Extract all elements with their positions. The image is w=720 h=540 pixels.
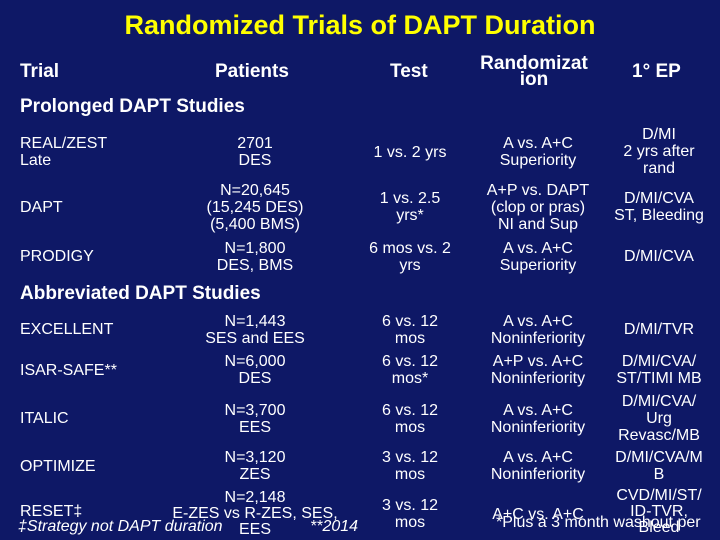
endpoint-cell: D/MI/CVA (624, 248, 694, 265)
randomization-cell: A vs. A+C Superiority (499, 240, 577, 274)
endpoint-cell: D/MI 2 yrs after rand (623, 126, 695, 177)
randomization-cell: A+P vs. DAPT (clop or pras) NI and Sup (486, 182, 590, 233)
patients-cell: 2701 DES (237, 135, 273, 169)
endpoint-cell: D/MI/CVA ST, Bleeding (614, 190, 704, 224)
patients-cell: N=6,000 DES (224, 353, 286, 387)
trial-name: EXCELLENT (20, 321, 114, 338)
patients-cell: N=3,700 EES (224, 402, 286, 436)
test-cell: 6 vs. 12 mos (381, 313, 439, 347)
endpoint-cell: CVD/MI/ST/ID-TVR, Bleed (616, 487, 702, 536)
randomization-cell: A vs. A+C Superiority (499, 135, 577, 169)
trial-name: PRODIGY (20, 248, 94, 265)
trial-name: REAL/ZEST Late (20, 135, 108, 169)
footnote-year: **2014 (310, 518, 359, 535)
test-cell: 6 mos vs. 2 yrs (369, 240, 451, 274)
test-cell: 3 vs. 12 mos (381, 497, 439, 531)
trial-name: DAPT (20, 199, 63, 216)
header-trial: Trial (20, 61, 60, 82)
slide-title: Randomized Trials of DAPT Duration (124, 10, 596, 40)
randomization-cell: A+P vs. A+C Noninferiority (490, 353, 586, 387)
section-prolonged: Prolonged DAPT Studies (20, 96, 245, 117)
header-patients: Patients (215, 61, 289, 82)
header-randomization: Randomizat ion (480, 53, 588, 90)
footnote-washout: *Plus a 3 month washout per (496, 514, 701, 531)
endpoint-cell: D/MI/CVA/ST/TIMI MB (616, 353, 702, 387)
endpoint-cell: D/MI/CVA/Urg Revasc/MB (618, 393, 700, 444)
test-cell: 6 vs. 12 mos (381, 402, 439, 436)
randomization-cell: A+C vs. A+C (492, 506, 584, 523)
endpoint-cell: D/MI/CVA/M B (615, 449, 703, 483)
section-abbreviated: Abbreviated DAPT Studies (20, 283, 261, 304)
randomization-cell: A vs. A+C Noninferiority (490, 402, 586, 436)
trial-name: OPTIMIZE (20, 458, 96, 475)
patients-cell: N=3,120 ZES (224, 449, 286, 483)
test-cell: 1 vs. 2 yrs (373, 144, 447, 161)
trial-name: RESET‡ (20, 503, 83, 520)
randomization-cell: A vs. A+C Noninferiority (490, 449, 586, 483)
trial-name: ISAR-SAFE** (20, 362, 117, 379)
trial-name: ITALIC (20, 410, 69, 427)
patients-cell: N=2,148 E-ZES vs R-ZES, SES, EES (172, 489, 338, 538)
header-primary-endpoint: 1° EP (632, 61, 681, 82)
endpoint-cell: D/MI/TVR (623, 321, 695, 338)
patients-cell: N=20,645 (15,245 DES) (5,400 BMS) (206, 182, 304, 233)
header-test: Test (390, 61, 428, 82)
patients-cell: N=1,443 SES and EES (205, 313, 305, 347)
test-cell: 1 vs. 2.5 yrs* (379, 190, 441, 224)
test-cell: 3 vs. 12 mos (381, 449, 439, 483)
patients-cell: N=1,800 DES, BMS (216, 240, 294, 274)
footnote-strategy: ‡Strategy not DAPT duration (18, 518, 223, 535)
test-cell: 6 vs. 12 mos* (381, 353, 439, 387)
randomization-cell: A vs. A+C Noninferiority (490, 313, 586, 347)
